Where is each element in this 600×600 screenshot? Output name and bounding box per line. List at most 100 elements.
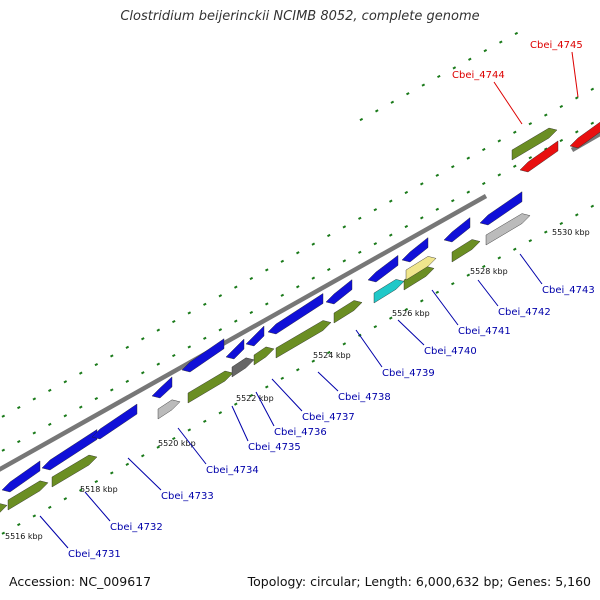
gene-label: Cbei_4744: [452, 70, 505, 81]
gene-label: Cbei_4742: [498, 307, 551, 318]
inner-dot-track: [482, 264, 486, 269]
outer-dot-track: [218, 294, 223, 298]
pseudo-gene-arrow: [157, 399, 181, 420]
mid-dot-track: [280, 293, 285, 297]
gene-label: Cbei_4740: [424, 346, 477, 357]
upper-dot-track: [468, 57, 472, 61]
gene-arrow: [275, 320, 332, 359]
gene-arrow: [231, 357, 255, 378]
inner-dot-track: [63, 497, 68, 501]
mid-dot-track: [94, 396, 99, 401]
inner-dot-track: [497, 256, 502, 260]
gene-arrow: [333, 300, 363, 324]
mid-dot-track: [218, 328, 223, 332]
inner-dot-track: [373, 325, 378, 329]
gene-arrow: [253, 346, 275, 366]
label-leader-line: [571, 51, 579, 98]
mid-dot-track: [358, 250, 362, 254]
mid-dot-track: [420, 216, 424, 220]
gene-labels: Cbei_4731 Cbei_4732 Cbei_4733 Cbei_4734 Cbei…: [68, 40, 595, 560]
gene-label: Cbei_4739: [382, 368, 435, 379]
inner-dot-track: [575, 213, 579, 217]
map-title: Clostridium beijerinckii NCIMB 8052, com…: [120, 9, 480, 24]
label-leader-line: [519, 253, 543, 285]
inner-dot-track: [141, 454, 145, 458]
scale-tick-label: 5518 kbp: [80, 485, 118, 494]
outer-dot-track: [63, 380, 68, 384]
gene-features: [0, 121, 600, 513]
mid-dot-track: [451, 199, 455, 203]
inner-dot-track: [466, 273, 471, 277]
outer-dot-track: [404, 190, 409, 195]
misc-feature-arrow: [405, 256, 437, 281]
scale-tick-label: 5520 kbp: [158, 439, 196, 448]
outer-dot-track: [575, 96, 579, 100]
mid-dot-track: [590, 121, 595, 125]
inner-dot-track: [342, 342, 347, 346]
mid-dot-track: [373, 242, 378, 246]
gene-label: Cbei_4731: [68, 549, 121, 560]
outer-dot-track: [234, 285, 238, 289]
rna-gene-arrow: [373, 279, 405, 304]
outer-dot-track: [94, 362, 99, 367]
mid-dot-track: [17, 439, 21, 444]
inner-dot-track: [420, 299, 424, 303]
mid-dot-track: [513, 164, 517, 168]
outer-dot-track: [342, 225, 347, 229]
outer-dot-track: [544, 113, 548, 117]
mid-dot-track: [575, 130, 579, 134]
scale-tick-label: 5522 kbp: [236, 394, 274, 403]
inner-dot-track: [265, 385, 269, 389]
mid-dot-track: [141, 371, 145, 375]
outer-dot-track: [79, 371, 83, 375]
scale-tick-label: 5530 kbp: [552, 228, 590, 237]
gene-arrow: [401, 237, 429, 263]
gene-arrow: [451, 239, 481, 263]
outer-dot-track: [435, 173, 440, 177]
inner-dot-track: [110, 471, 114, 475]
scale-labels: 5516 kbp 5518 kbp 5520 kbp 5522 kbp 5524 kbp…: [5, 228, 590, 541]
inner-dot-track: [172, 436, 176, 441]
outer-dot-track: [265, 268, 269, 272]
label-leader-line: [177, 427, 207, 465]
inner-dot-track: [203, 419, 207, 423]
outer-dot-track: [280, 259, 285, 263]
gene-arrow: [511, 127, 558, 161]
outer-dot-track: [110, 354, 114, 358]
gene-arrow: [479, 191, 523, 226]
scale-tick-label: 5526 kbp: [392, 309, 430, 318]
upper-dot-track: [514, 31, 519, 36]
outer-dot-track: [420, 182, 424, 186]
outer-dot-track: [590, 87, 595, 91]
outer-dot-track: [125, 345, 130, 349]
inner-dot-track: [513, 247, 517, 251]
mid-dot-track: [389, 233, 393, 237]
scale-tick-label: 5524 kbp: [313, 351, 351, 360]
upper-dot-track: [499, 40, 503, 44]
mid-dot-track: [187, 345, 192, 349]
inner-dot-track: [125, 462, 130, 466]
inner-dot-track: [404, 307, 409, 312]
upper-dot-track: [375, 109, 379, 113]
mid-dot-track: [79, 405, 83, 409]
inner-dot-track: [32, 514, 37, 518]
outer-dot-track: [156, 328, 161, 332]
outer-dot-track: [389, 199, 393, 203]
label-leader-line: [397, 319, 425, 346]
gene-arrow: [325, 279, 353, 305]
label-leader-line: [493, 81, 523, 125]
label-leader-line: [317, 371, 339, 392]
outer-dot-track: [466, 156, 471, 160]
outer-dot-track: [172, 319, 176, 324]
mid-dot-track: [125, 379, 130, 383]
inner-dot-track: [296, 368, 300, 372]
inner-dot-track: [156, 445, 161, 449]
outer-dot-track: [482, 147, 486, 152]
mid-dot-track: [435, 207, 440, 211]
upper-dot-track: [437, 74, 441, 79]
gene-arrow: [367, 254, 399, 283]
mid-dot-track: [249, 310, 254, 315]
outer-dot-track: [249, 276, 254, 281]
gene-arrow: [267, 293, 324, 335]
inner-dot-track: [559, 221, 564, 226]
